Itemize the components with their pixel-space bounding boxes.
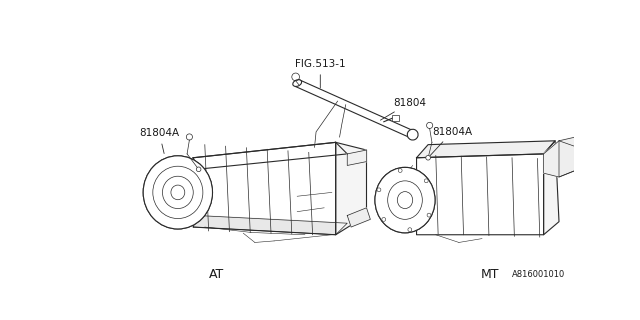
Polygon shape	[348, 150, 367, 165]
Polygon shape	[193, 142, 348, 169]
Circle shape	[377, 188, 381, 192]
Polygon shape	[336, 142, 367, 235]
Ellipse shape	[375, 167, 435, 233]
Circle shape	[382, 218, 386, 221]
Polygon shape	[193, 215, 348, 235]
Polygon shape	[417, 141, 555, 158]
Polygon shape	[193, 142, 336, 235]
Ellipse shape	[375, 167, 435, 233]
Text: AT: AT	[209, 268, 224, 281]
Text: MT: MT	[481, 268, 499, 281]
Text: 81804: 81804	[380, 98, 426, 120]
Ellipse shape	[143, 156, 212, 229]
Text: FIG.513-1: FIG.513-1	[295, 59, 346, 88]
Text: A816001010: A816001010	[512, 270, 565, 279]
Circle shape	[426, 156, 431, 160]
Text: 81804A: 81804A	[140, 129, 179, 154]
Ellipse shape	[292, 80, 301, 86]
Circle shape	[427, 213, 431, 217]
Circle shape	[196, 167, 201, 172]
Polygon shape	[543, 141, 559, 235]
Polygon shape	[296, 80, 414, 138]
Circle shape	[424, 179, 428, 183]
Ellipse shape	[143, 156, 212, 229]
FancyBboxPatch shape	[392, 115, 399, 121]
Polygon shape	[348, 208, 371, 227]
Polygon shape	[543, 141, 579, 177]
Circle shape	[398, 169, 402, 172]
Ellipse shape	[407, 129, 418, 140]
Circle shape	[408, 228, 412, 232]
Polygon shape	[559, 135, 594, 177]
Polygon shape	[417, 154, 543, 235]
Text: 81804A: 81804A	[430, 127, 472, 156]
